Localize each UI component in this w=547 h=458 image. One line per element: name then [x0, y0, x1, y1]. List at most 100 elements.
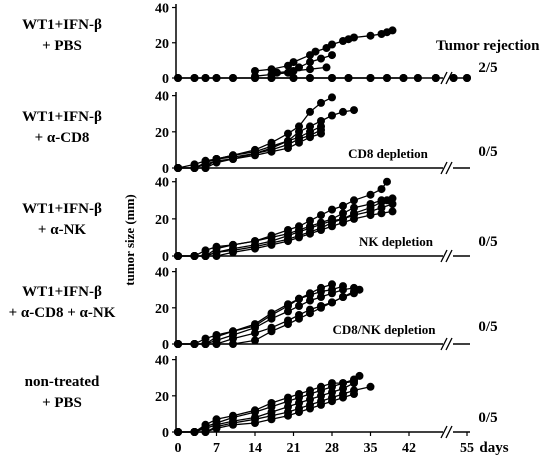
- rejection-ratio: 0/5: [478, 410, 497, 426]
- series-5: [174, 287, 358, 348]
- data-point: [295, 231, 303, 240]
- data-point: [174, 164, 182, 172]
- data-point: [295, 399, 303, 407]
- data-point: [306, 107, 314, 116]
- rejection-ratio: 2/5: [478, 60, 497, 76]
- data-point: [295, 294, 303, 303]
- data-point: [251, 336, 259, 345]
- data-point: [229, 246, 237, 255]
- data-point: [350, 379, 358, 388]
- data-point: [267, 74, 276, 82]
- group-label-line: + α-CD8 + α-NK: [9, 305, 116, 321]
- series-5: [174, 196, 391, 260]
- data-point: [284, 144, 292, 153]
- x-tick-label: 0: [175, 441, 182, 456]
- data-point: [328, 74, 336, 82]
- group-label-line: + α-NK: [38, 222, 86, 238]
- group-label-line: WT1+IFN-β: [22, 109, 102, 125]
- x-tick-label: 21: [287, 441, 301, 456]
- data-point: [366, 190, 375, 199]
- y-tick-label: 20: [155, 126, 169, 141]
- data-point: [328, 93, 336, 102]
- data-point: [273, 68, 281, 77]
- data-point: [388, 26, 397, 35]
- data-point: [174, 340, 182, 348]
- data-point: [306, 404, 314, 413]
- data-point: [339, 393, 347, 402]
- data-point: [229, 155, 237, 163]
- data-point: [284, 411, 292, 420]
- data-point: [339, 214, 347, 223]
- axis-break-mark: [440, 71, 448, 85]
- data-point: [289, 67, 298, 75]
- data-point: [339, 209, 347, 218]
- data-point: [212, 74, 221, 82]
- data-point: [284, 300, 292, 309]
- data-point: [350, 196, 358, 205]
- data-point: [295, 302, 303, 310]
- series-3: [273, 63, 331, 77]
- x-tick-label: 28: [325, 441, 339, 456]
- data-point: [339, 285, 347, 294]
- data-point: [289, 58, 298, 67]
- y-tick-label: 0: [162, 72, 169, 87]
- y-tick-label: 20: [155, 302, 169, 317]
- data-point: [377, 203, 386, 212]
- data-point: [267, 327, 276, 336]
- rejection-header: Tumor rejection: [436, 38, 540, 54]
- data-point: [366, 382, 375, 391]
- data-point: [267, 314, 276, 323]
- data-point: [322, 63, 331, 72]
- data-point: [328, 289, 336, 298]
- data-point: [383, 196, 391, 205]
- data-point: [328, 51, 336, 60]
- series-2: [174, 282, 347, 348]
- data-point: [190, 252, 199, 260]
- y-tick-label: 0: [162, 338, 169, 353]
- data-point: [306, 58, 314, 67]
- data-point: [366, 203, 375, 212]
- depletion-annotation: CD8/NK depletion: [333, 322, 437, 337]
- panel-3: 0 20 40 WT1+IFN-β + α-NK NK depletion 0/5: [22, 176, 497, 265]
- data-point: [174, 74, 182, 82]
- data-point: [328, 298, 336, 307]
- data-point: [317, 400, 325, 409]
- y-tick-label: 20: [155, 213, 169, 228]
- data-point: [399, 74, 408, 82]
- data-point: [229, 340, 237, 348]
- data-point: [190, 428, 199, 436]
- y-tick-label: 20: [155, 37, 169, 52]
- data-point: [190, 340, 199, 348]
- panel-2: 0 20 40 WT1+IFN-β + α-CD8 CD8 depletion 0/5: [22, 90, 497, 177]
- data-point: [317, 129, 325, 138]
- data-point: [317, 287, 325, 296]
- y-tick-label: 0: [162, 426, 169, 441]
- data-point: [306, 296, 314, 305]
- data-point: [229, 74, 237, 82]
- data-point: [449, 74, 458, 82]
- data-point: [306, 227, 314, 236]
- data-point: [251, 329, 259, 338]
- data-point: [295, 408, 303, 417]
- data-point: [366, 74, 375, 82]
- series-5: [174, 129, 325, 172]
- group-label-line: WT1+IFN-β: [22, 201, 102, 217]
- group-label-line: + PBS: [42, 395, 82, 411]
- axis-break-mark: [445, 337, 453, 351]
- data-point: [317, 293, 325, 301]
- data-point: [201, 428, 210, 436]
- data-point: [383, 74, 391, 82]
- y-tick-label: 40: [155, 2, 169, 17]
- axis-break-mark: [440, 425, 448, 439]
- data-point: [366, 31, 375, 40]
- y-tick-label: 40: [155, 176, 169, 191]
- group-label-line: + α-CD8: [35, 130, 90, 146]
- y-tick-label: 0: [162, 162, 169, 177]
- x-tick-label: 35: [364, 441, 378, 456]
- data-point: [350, 214, 358, 223]
- data-point: [350, 106, 358, 115]
- data-point: [328, 218, 336, 227]
- data-point: [339, 379, 347, 388]
- y-tick-label: 40: [155, 354, 169, 369]
